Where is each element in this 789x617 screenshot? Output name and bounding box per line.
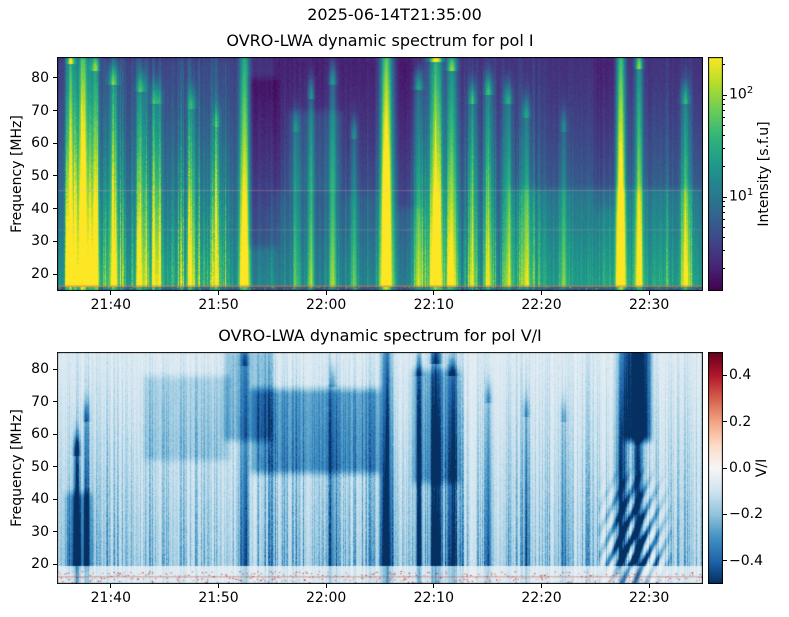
x-tick-label: 22:20 [521, 590, 562, 606]
y-tick [53, 531, 57, 533]
colorbar-tick [723, 513, 727, 515]
colorbar-minor-tick [723, 201, 725, 203]
pol-i-colorbar [708, 57, 723, 291]
x-tick-label: 21:50 [198, 590, 239, 606]
x-tick [433, 584, 435, 588]
x-tick [325, 291, 327, 295]
colorbar-minor-tick [723, 237, 725, 239]
y-tick-label: 70 [31, 393, 49, 410]
x-tick [325, 584, 327, 588]
colorbar-tick-label: 0.0 [729, 460, 752, 476]
colorbar-minor-tick [723, 219, 725, 221]
pol-i-colorbar-label: Intensity [s.f.u] [756, 121, 772, 227]
x-tick [648, 584, 650, 588]
colorbar-tick-label: −0.2 [729, 506, 763, 523]
y-tick-label: 80 [31, 361, 49, 378]
x-tick-label: 22:00 [305, 590, 347, 606]
x-tick-label: 22:30 [628, 590, 670, 606]
colorbar-tick-label: −0.4 [729, 552, 763, 569]
colorbar-minor-tick [723, 125, 725, 127]
y-tick-label: 20 [31, 266, 49, 282]
y-tick-label: 60 [31, 426, 49, 443]
x-tick-label: 21:40 [90, 590, 131, 606]
colorbar-tick [723, 560, 727, 562]
colorbar-tick-label: 102 [729, 85, 754, 103]
colorbar-tick [723, 467, 727, 469]
y-tick-label: 40 [31, 200, 49, 217]
y-tick [53, 273, 57, 275]
y-tick-label: 40 [31, 491, 49, 508]
x-tick [648, 291, 650, 295]
x-tick [218, 291, 219, 295]
x-tick [541, 584, 542, 588]
colorbar-tick-label: 0.2 [729, 413, 752, 430]
x-tick-label: 22:00 [305, 297, 347, 313]
colorbar-minor-tick [723, 117, 725, 119]
y-tick [53, 563, 57, 565]
colorbar-minor-tick [723, 147, 725, 149]
x-tick-label: 22:10 [413, 590, 454, 606]
y-tick [53, 466, 57, 468]
colorbar-minor-tick [723, 227, 725, 229]
pol-vi-colorbar-label: V/I [754, 458, 770, 478]
y-tick [53, 240, 57, 242]
x-tick [433, 291, 435, 295]
colorbar-tick-label: 101 [729, 187, 754, 205]
x-tick-label: 21:50 [198, 297, 239, 313]
y-tick-label: 50 [31, 167, 49, 184]
colorbar-minor-tick [723, 267, 725, 269]
y-tick-label: 70 [31, 102, 49, 119]
y-tick-label: 30 [31, 233, 49, 250]
x-tick-label: 21:40 [90, 297, 131, 313]
y-tick-label: 30 [31, 523, 49, 540]
colorbar-minor-tick [723, 212, 725, 214]
y-tick-label: 60 [31, 135, 49, 152]
x-tick-label: 22:20 [521, 297, 562, 313]
y-tick [53, 175, 57, 177]
y-tick-label: 80 [31, 69, 49, 86]
x-tick [110, 584, 112, 588]
colorbar-tick [723, 94, 727, 96]
pol-i-title: OVRO-LWA dynamic spectrum for pol I [226, 31, 534, 50]
x-tick-label: 22:30 [628, 297, 670, 313]
y-tick [53, 498, 57, 500]
x-tick [110, 291, 112, 295]
colorbar-tick [723, 196, 727, 198]
y-tick [53, 110, 57, 112]
y-tick [53, 77, 57, 79]
colorbar-minor-tick [723, 110, 725, 112]
pol-i-spectrogram-canvas [57, 57, 703, 291]
colorbar-minor-tick [723, 99, 725, 101]
y-tick-label: 50 [31, 458, 49, 475]
x-tick [541, 291, 542, 295]
colorbar-tick-label: 0.4 [729, 367, 752, 384]
colorbar-tick [723, 421, 727, 423]
y-tick [53, 142, 57, 144]
y-tick [53, 401, 57, 403]
x-tick [218, 584, 219, 588]
colorbar-minor-tick [723, 165, 725, 167]
y-tick [53, 208, 57, 210]
y-tick [53, 433, 57, 435]
y-tick-label: 20 [31, 556, 49, 573]
figure-suptitle: 2025-06-14T21:35:00 [307, 5, 482, 24]
y-tick [53, 368, 57, 370]
colorbar-tick [723, 374, 727, 376]
pol-vi-colorbar [708, 352, 723, 584]
colorbar-minor-tick [723, 63, 725, 65]
colorbar-minor-tick [723, 104, 725, 106]
pol-vi-title: OVRO-LWA dynamic spectrum for pol V/I [218, 326, 542, 345]
x-tick-label: 22:10 [413, 297, 454, 313]
pol-vi-spectrogram-canvas [57, 352, 703, 584]
colorbar-minor-tick [723, 135, 725, 137]
colorbar-minor-tick [723, 206, 725, 208]
colorbar-minor-tick [723, 249, 725, 251]
